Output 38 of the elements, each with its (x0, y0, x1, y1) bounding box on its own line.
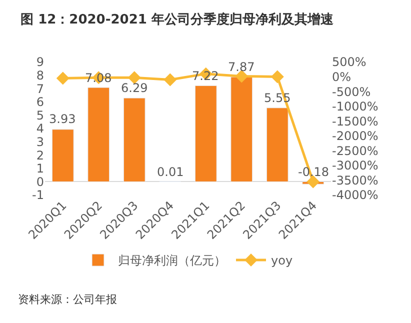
legend-label: 归母净利润（亿元） (118, 254, 226, 268)
y-tick-label: 1 (36, 162, 44, 176)
y-tick-label: 9 (36, 55, 44, 70)
y2-tick-label: -3500% (332, 173, 378, 188)
y-tick-label: 4 (36, 122, 44, 136)
bar (52, 129, 74, 182)
y2-tick-label: 500% (332, 55, 366, 70)
bar (266, 108, 288, 182)
y-tick-label: 2 (36, 148, 44, 162)
y2-tick-label: -3000% (332, 158, 378, 173)
data-label: 0.01 (157, 165, 184, 179)
y-tick-label: 5 (36, 108, 44, 122)
y2-tick-label: 0% (332, 70, 352, 84)
data-label: 6.29 (121, 81, 148, 95)
point (270, 70, 284, 84)
y-tick-label: 0 (36, 174, 44, 189)
y-tick-label: 8 (36, 68, 44, 82)
data-label: 7.87 (228, 60, 255, 74)
bar (88, 87, 110, 182)
y2-tick-label: -2500% (332, 144, 378, 158)
y-tick-label: 7 (36, 82, 44, 96)
chart-title: 图 12：2020-2021 年公司分季度归母净利及其增速 (20, 12, 334, 28)
y-tick-label: 3 (36, 135, 44, 149)
y2-tick-label: -1000% (332, 100, 378, 114)
y2-tick-label: -500% (332, 84, 371, 99)
bar (194, 85, 217, 182)
y2-tick-label: -2000% (332, 129, 378, 144)
point (164, 73, 177, 86)
y2-tick-label: -4000% (332, 188, 378, 202)
point (56, 72, 70, 85)
y-tick-label: -1 (32, 188, 44, 202)
text: 资料来源：公司年报 (18, 293, 117, 306)
bar (230, 76, 253, 182)
data-label: 3.93 (49, 112, 76, 126)
y-tick-label: 6 (36, 95, 44, 110)
legend-label: yoy (271, 254, 293, 268)
bar (123, 98, 146, 182)
y2-tick-label: -1500% (332, 114, 378, 128)
